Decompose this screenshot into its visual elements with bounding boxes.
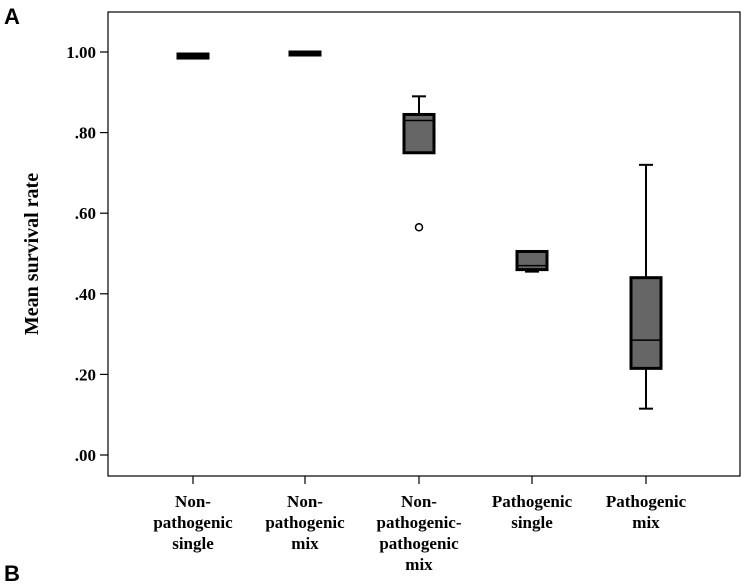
box-group [629,163,663,410]
x-category-label: Pathogenic [492,492,573,511]
x-category-label: Non- [401,492,437,511]
x-category-label: pathogenic- [377,513,462,532]
x-category-label: pathogenic [153,513,233,532]
x-category-label: single [172,534,214,553]
box-group [402,95,436,232]
box-iqr [629,276,663,370]
y-tick-label: .60 [75,204,96,223]
x-category-label: mix [291,534,319,553]
outlier-point [414,223,424,232]
y-tick-label: .20 [75,365,96,384]
x-category-label: pathogenic [265,513,345,532]
x-category-label: Non- [175,492,211,511]
y-tick-label: .00 [75,446,96,465]
y-tick-label: 1.00 [66,43,96,62]
y-tick-label: .80 [75,124,96,143]
x-category-label: mix [632,513,660,532]
axes: .00 .20 .40 .60 .80 1.00 [66,11,741,484]
plot-frame [107,11,741,477]
panel-label-a: A [4,4,20,29]
panel-label-b: B [4,561,20,586]
box-group [515,249,549,273]
y-axis-title: Mean survival rate [21,173,43,335]
labels: Mean survival rate Non-pathogenic single No… [21,173,687,574]
x-category-label: Pathogenic [606,492,687,511]
boxes [176,50,663,410]
x-category-label: single [511,513,553,532]
box-group [176,52,210,60]
box-iqr [515,249,549,272]
x-category-label: pathogenic [379,534,459,553]
y-tick-label: .40 [75,285,96,304]
x-category-label: Non- [287,492,323,511]
x-category-label: mix [405,555,433,574]
box-group [288,50,322,57]
